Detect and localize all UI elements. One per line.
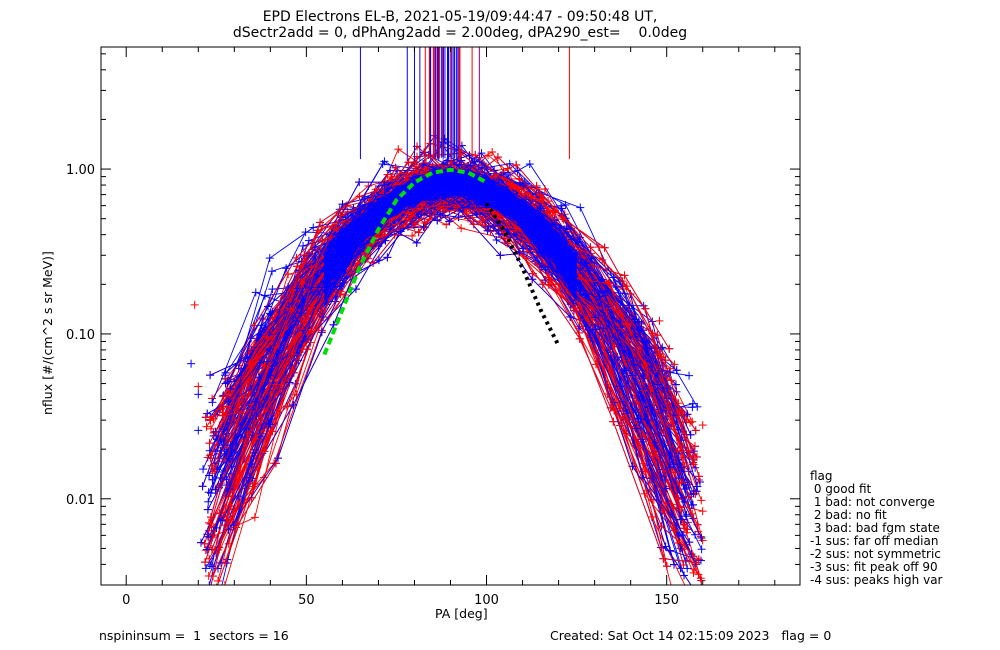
data-layer [187,47,707,585]
clipped-data [187,47,707,585]
spectrum-line [228,176,695,570]
spectrum-line [220,148,702,579]
